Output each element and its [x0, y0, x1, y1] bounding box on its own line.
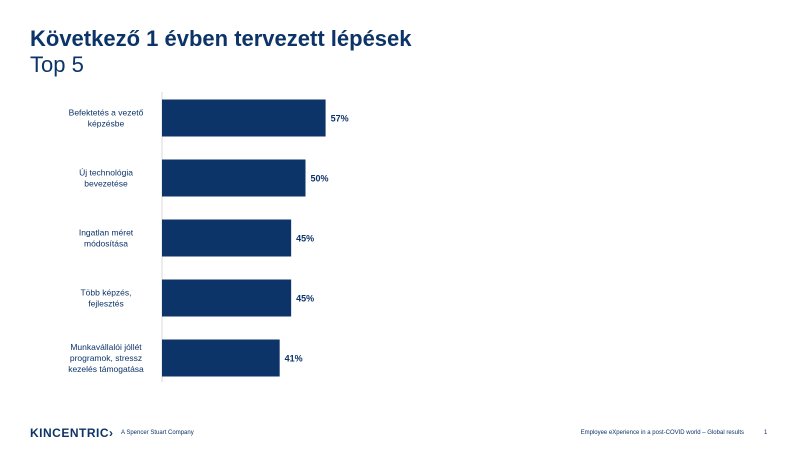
category-label-3: Ingatlan méret módosítása	[79, 228, 134, 249]
category-label-line: Munkavállalói jóllét	[70, 342, 142, 352]
bar-1	[162, 99, 326, 137]
category-label-line: módosítása	[84, 239, 128, 249]
data-label-5: 41%	[285, 354, 303, 364]
category-label-4: Több képzés, fejlesztés	[80, 288, 131, 309]
category-label-line: Több képzés,	[80, 288, 131, 298]
bar-3	[162, 219, 292, 257]
footer-report-title: Employee eXperience in a post-COVID worl…	[580, 430, 744, 436]
category-label-2: Új technológia bevezetése	[79, 168, 133, 189]
footer-company: A Spencer Stuart Company	[121, 430, 194, 436]
logo-chevron-icon: ›	[109, 426, 114, 440]
category-label-5: Munkavállalói jóllét programok, stressz ke…	[68, 342, 144, 374]
category-label-line: képzésbe	[88, 119, 125, 129]
category-label-1: Befektetés a vezető képzésbe	[69, 108, 144, 129]
category-label-line: Befektetés a vezető	[69, 108, 144, 118]
chart-subtitle: Top 5	[30, 52, 84, 77]
category-label-line: Új technológia	[79, 168, 133, 178]
kincentric-logo: KINCENTRIC›	[30, 426, 114, 440]
data-label-4: 45%	[296, 294, 314, 304]
category-label-line: programok, stressz	[70, 353, 142, 363]
bar-4	[162, 279, 292, 317]
category-label-line: bevezetése	[84, 179, 128, 189]
bar-2	[162, 159, 306, 197]
data-label-2: 50%	[311, 174, 329, 184]
page-number: 1	[764, 430, 768, 436]
category-label-line: kezelés támogatása	[68, 364, 144, 374]
data-label-1: 57%	[331, 114, 349, 124]
category-label-line: Ingatlan méret	[79, 228, 134, 238]
category-label-line: fejlesztés	[88, 299, 123, 309]
bar-5	[162, 339, 280, 377]
data-label-3: 45%	[296, 234, 314, 244]
logo-text: KINCENTRIC	[30, 426, 109, 440]
chart-title: Következő 1 évben tervezett lépések	[30, 26, 412, 51]
